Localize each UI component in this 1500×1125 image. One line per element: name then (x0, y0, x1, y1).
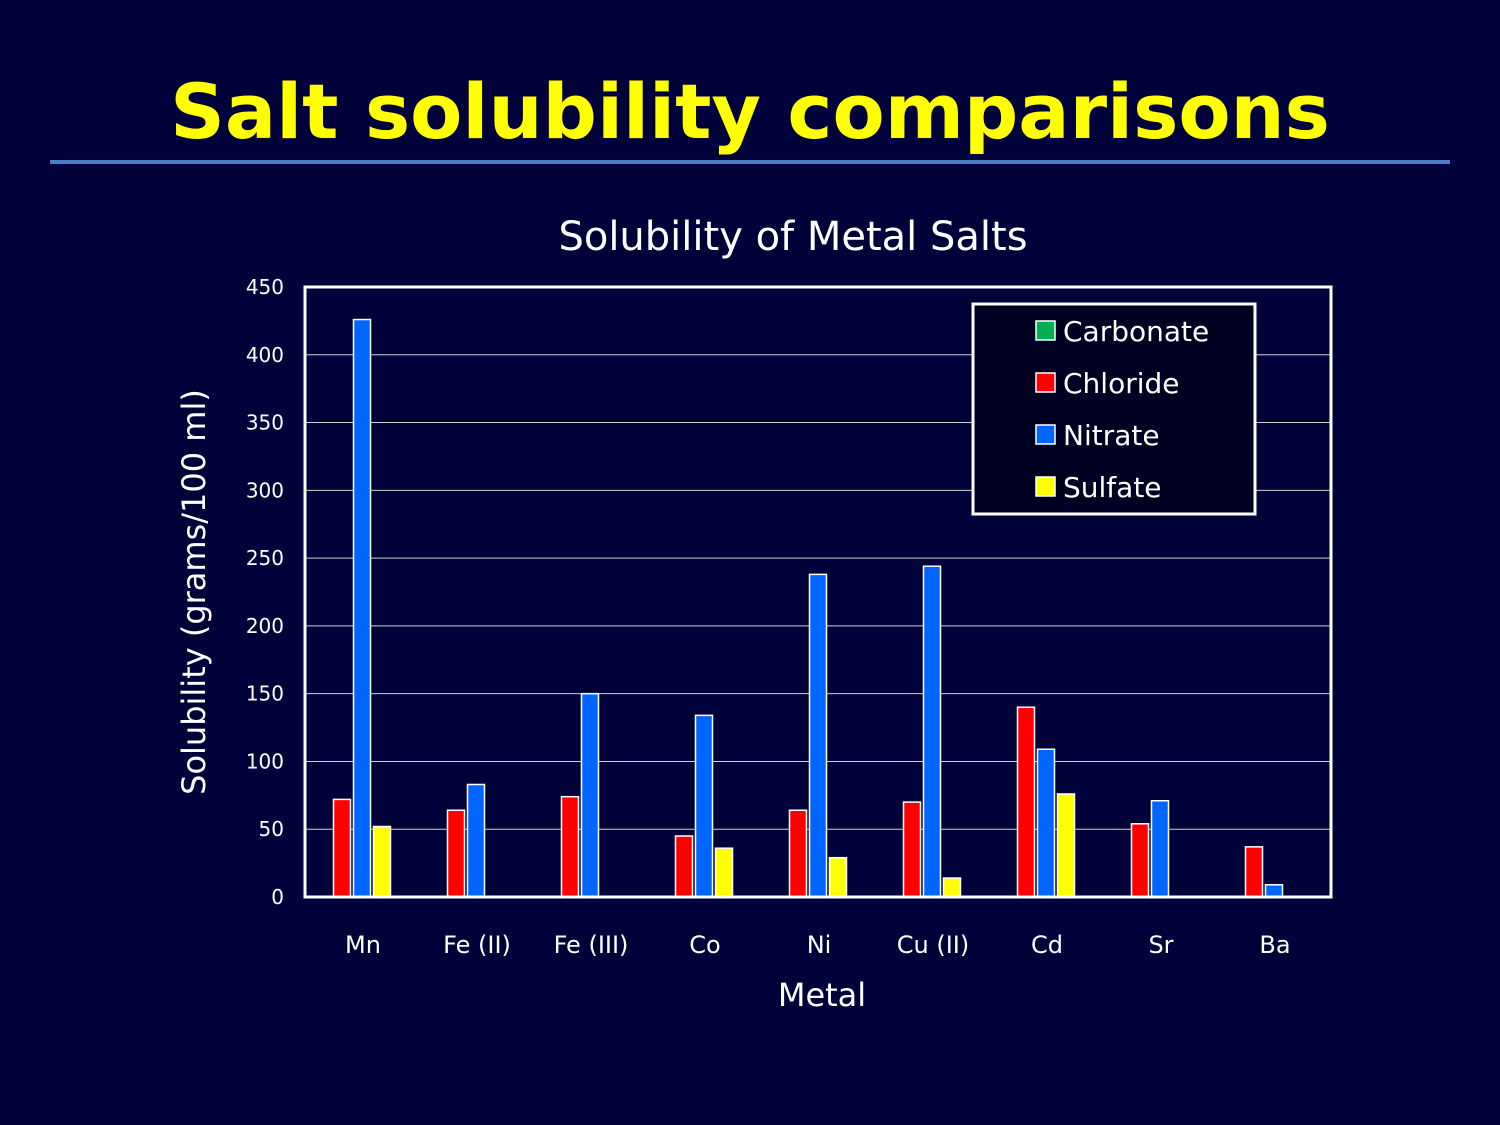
x-tick-label: Co (689, 931, 720, 959)
x-tick-labels: Mn Fe (II) Fe (III) Co Ni Cu (II) Cd Sr Ba (345, 931, 1291, 959)
bar-nitrate-cd (1036, 748, 1056, 898)
bar-sulfate-cu-ii (942, 877, 962, 898)
bar-nitrate-ba (1264, 884, 1284, 898)
y-tick-label: 250 (246, 546, 284, 570)
y-tick-label: 50 (259, 817, 284, 841)
bar-nitrate-sr (1150, 800, 1170, 898)
legend-box (971, 302, 1257, 516)
legend: Carbonate Chloride Nitrate Sulfate (971, 302, 1257, 516)
y-tick-label: 450 (246, 275, 284, 299)
y-tick-label: 200 (246, 614, 284, 638)
bar-nitrate-fe-ii (466, 783, 486, 898)
legend-swatch-chloride (1035, 372, 1056, 393)
y-tick-label: 150 (246, 682, 284, 706)
legend-label-nitrate: Nitrate (1063, 419, 1160, 452)
legend-swatch-sulfate (1035, 476, 1056, 497)
y-tick-label: 100 (246, 749, 284, 773)
x-tick-label: Ni (807, 931, 832, 959)
bar-nitrate-mn (352, 318, 372, 898)
bar-nitrate-cu-ii (922, 565, 942, 898)
legend-swatch-nitrate (1035, 424, 1056, 445)
bar-chloride-mn (332, 798, 352, 898)
chart-title: Solubility of Metal Salts (558, 214, 1027, 260)
bar-chloride-co (674, 835, 694, 898)
bar-chloride-fe-iii (560, 795, 580, 898)
bar-chloride-fe-ii (446, 809, 466, 898)
x-tick-label: Cu (II) (897, 931, 969, 959)
bar-nitrate-co (694, 714, 714, 898)
bar-sulfate-mn (372, 825, 392, 898)
y-tick-label: 0 (271, 885, 284, 909)
y-axis-label: Solubility (grams/100 ml) (175, 389, 213, 795)
bar-nitrate-fe-iii (580, 692, 600, 898)
legend-label-carbonate: Carbonate (1063, 315, 1209, 348)
plot-area-border (303, 285, 1333, 899)
x-tick-label: Mn (345, 931, 381, 959)
bar-nitrate-ni (808, 573, 828, 898)
bar-sulfate-ni (828, 856, 848, 898)
y-tick-label: 350 (246, 411, 284, 435)
x-tick-label: Fe (II) (443, 931, 511, 959)
title-divider (50, 160, 1450, 164)
legend-label-chloride: Chloride (1063, 367, 1180, 400)
bar-chloride-cd (1016, 706, 1036, 898)
x-axis-label: Metal (778, 976, 866, 1014)
x-tick-label: Cd (1031, 931, 1063, 959)
bar-sulfate-cd (1056, 793, 1076, 898)
bar-chloride-cu-ii (902, 801, 922, 898)
bar-sulfate-co (714, 847, 734, 898)
y-tick-label: 400 (246, 343, 284, 367)
legend-label-sulfate: Sulfate (1063, 471, 1162, 504)
y-tick-label: 300 (246, 478, 284, 502)
x-tick-label: Sr (1148, 931, 1173, 959)
x-tick-label: Fe (III) (554, 931, 629, 959)
y-tick-labels: 0 50 100 150 200 250 300 350 400 450 (246, 275, 284, 909)
slide-title: Salt solubility comparisons (170, 67, 1330, 156)
bar-chloride-ni (788, 809, 808, 898)
legend-swatch-carbonate (1035, 320, 1056, 341)
x-tick-label: Ba (1259, 931, 1290, 959)
bar-chloride-ba (1244, 846, 1264, 898)
bar-chloride-sr (1130, 823, 1150, 898)
bars (332, 318, 1284, 898)
